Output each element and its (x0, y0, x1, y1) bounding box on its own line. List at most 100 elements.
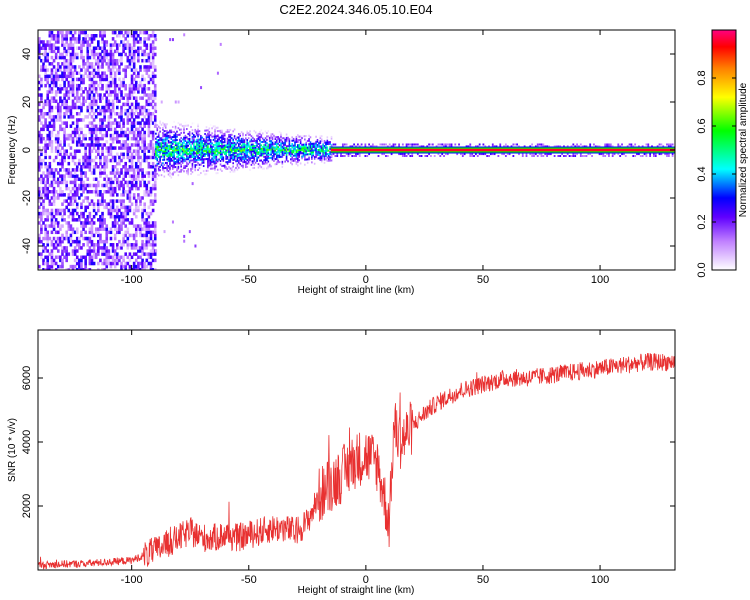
heatmap-cell (113, 90, 117, 94)
heatmap-cell (63, 149, 66, 153)
heatmap-cell (97, 96, 100, 100)
heatmap-cell (65, 40, 69, 44)
heatmap-cell (103, 199, 106, 203)
colorbar-gradient (711, 29, 737, 271)
heatmap-cell (204, 149, 206, 152)
heatmap-cell (191, 122, 194, 125)
heatmap-cell (193, 122, 195, 125)
heatmap-cell (281, 162, 284, 165)
heatmap-cell (82, 65, 85, 69)
heatmap-cell (229, 170, 232, 173)
heatmap-cell (99, 155, 102, 160)
heatmap-cell (126, 190, 130, 194)
heatmap-cell (94, 90, 98, 94)
heatmap-cell (160, 137, 163, 140)
heatmap-cell (181, 138, 184, 141)
heatmap-cell (235, 146, 237, 149)
heatmap-cell (624, 155, 627, 157)
heatmap-cell (63, 121, 66, 125)
heatmap-cell (240, 152, 243, 155)
heatmap-cell (145, 190, 149, 194)
heatmap-cell (198, 148, 201, 151)
heatmap-cell (301, 155, 303, 158)
heatmap-cell (128, 118, 132, 122)
heatmap-cell (52, 186, 56, 191)
heatmap-cell (78, 177, 81, 182)
heatmap-cell (221, 158, 223, 161)
heatmap-cell (56, 55, 60, 60)
heatmap-cell (163, 230, 166, 234)
heatmap-cell (298, 147, 301, 150)
heatmap-cell (322, 146, 324, 149)
heatmap-cell (61, 74, 64, 79)
heatmap-cell (381, 143, 384, 146)
heatmap-cell (103, 30, 106, 35)
heatmap-cell (113, 165, 117, 169)
heatmap-cell (246, 145, 249, 148)
heatmap-cell (69, 83, 73, 88)
heatmap-cell (94, 127, 98, 132)
heatmap-cell (243, 140, 246, 143)
heatmap-cell (589, 143, 592, 146)
heatmap-cell (139, 124, 142, 128)
heatmap-cell (105, 133, 109, 138)
heatmap-cell (260, 129, 263, 132)
heatmap-cell (263, 155, 265, 158)
heatmap-cell (186, 124, 188, 127)
heatmap-cell (319, 147, 322, 150)
heatmap-cell (82, 143, 85, 147)
heatmap-cell (120, 255, 123, 260)
heatmap-cell (88, 183, 92, 188)
heatmap-cell (649, 155, 652, 157)
heatmap-cell (304, 155, 306, 158)
heatmap-cell (59, 243, 62, 247)
heatmap-cell (80, 214, 83, 219)
heatmap-cell (94, 155, 98, 160)
heatmap-cell (431, 143, 434, 146)
heatmap-cell (229, 128, 232, 131)
heatmap-cell (193, 145, 195, 148)
heatmap-cell (208, 159, 211, 162)
heatmap-cell (297, 164, 299, 167)
heatmap-cell (90, 102, 94, 107)
heatmap-cell (94, 74, 98, 79)
spectrogram-y-tick-label: 40 (21, 48, 33, 60)
heatmap-cell (174, 162, 177, 165)
heatmap-cell (157, 139, 160, 142)
heatmap-cell (164, 167, 167, 170)
heatmap-cell (295, 139, 298, 142)
heatmap-cell (145, 65, 149, 69)
heatmap-cell (128, 193, 132, 197)
heatmap-cell (222, 132, 225, 135)
heatmap-cell (270, 143, 272, 146)
heatmap-cell (109, 143, 113, 147)
heatmap-cell (54, 246, 58, 250)
heatmap-cell (207, 132, 209, 135)
heatmap-cell (536, 143, 539, 146)
heatmap-cell (67, 221, 71, 225)
heatmap-cell (97, 227, 100, 231)
heatmap-cell (159, 138, 161, 141)
heatmap-cell (88, 227, 92, 231)
heatmap-cell (92, 221, 96, 225)
heatmap-cell (240, 154, 243, 157)
heatmap-cell (46, 127, 50, 132)
heatmap-cell (243, 156, 246, 159)
heatmap-cell (254, 146, 257, 149)
heatmap-cell (113, 112, 117, 116)
heatmap-cell (237, 166, 240, 169)
heatmap-cell (50, 202, 54, 206)
heatmap-cell (56, 34, 60, 38)
heatmap-cell (193, 135, 195, 138)
heatmap-cell (61, 214, 64, 219)
heatmap-cell (327, 158, 330, 161)
heatmap-cell (139, 268, 142, 270)
heatmap-cell (309, 153, 312, 156)
heatmap-cell (207, 151, 209, 154)
heatmap-cell (78, 83, 81, 88)
heatmap-cell (273, 149, 275, 152)
heatmap-cell (38, 49, 41, 54)
heatmap-cell (252, 136, 254, 139)
heatmap-cell (198, 163, 201, 166)
heatmap-cell (183, 126, 185, 129)
